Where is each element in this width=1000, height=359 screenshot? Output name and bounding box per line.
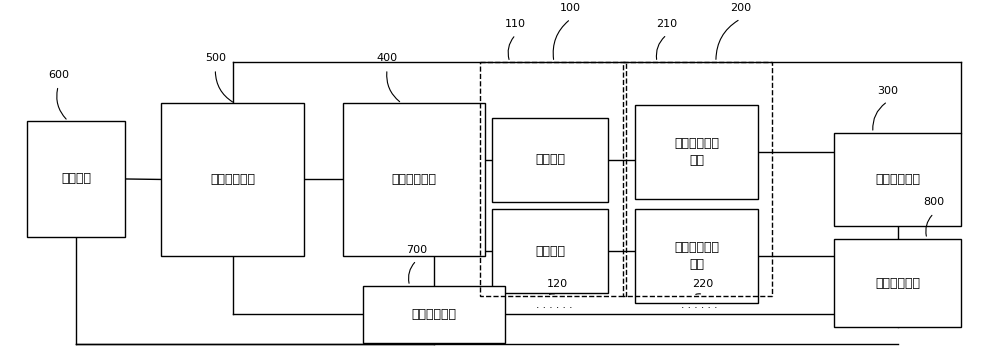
Text: 第一内核: 第一内核 [535,153,565,166]
Text: 第一内核读取
装置: 第一内核读取 装置 [674,137,719,167]
Text: 500: 500 [205,53,226,63]
Text: 700: 700 [406,244,427,255]
Text: 800: 800 [923,197,944,208]
Text: 120: 120 [546,279,567,289]
Text: 第二内核读取
装置: 第二内核读取 装置 [674,241,719,271]
Bar [480,62,626,296]
Bar [492,209,608,293]
Bar [635,105,758,199]
Bar [27,121,125,237]
Text: 210: 210 [656,19,677,29]
Bar [492,118,608,201]
Text: 第二内核: 第二内核 [535,244,565,258]
Text: 220: 220 [693,279,714,289]
Bar [623,62,772,296]
Text: 核内仲裁装置: 核内仲裁装置 [210,173,255,186]
Text: 100: 100 [560,3,581,13]
Text: 核间仲裁装置: 核间仲裁装置 [392,173,437,186]
Bar [343,103,485,256]
Text: · · · · · ·: · · · · · · [681,303,718,313]
Text: 200: 200 [730,3,751,13]
Text: · · · · · ·: · · · · · · [536,303,572,313]
Text: 多路复用装置: 多路复用装置 [411,308,456,321]
Bar [635,209,758,303]
Bar [834,239,961,327]
Text: 400: 400 [377,53,398,63]
Text: 110: 110 [505,19,526,29]
Text: 共享存储装置: 共享存储装置 [875,173,920,186]
Text: 600: 600 [48,70,69,80]
Text: 300: 300 [877,85,898,95]
Bar [363,286,505,343]
Bar [834,133,961,226]
Bar [161,103,304,256]
Text: 核内缓存装置: 核内缓存装置 [875,276,920,289]
Text: 接口装置: 接口装置 [61,172,91,186]
